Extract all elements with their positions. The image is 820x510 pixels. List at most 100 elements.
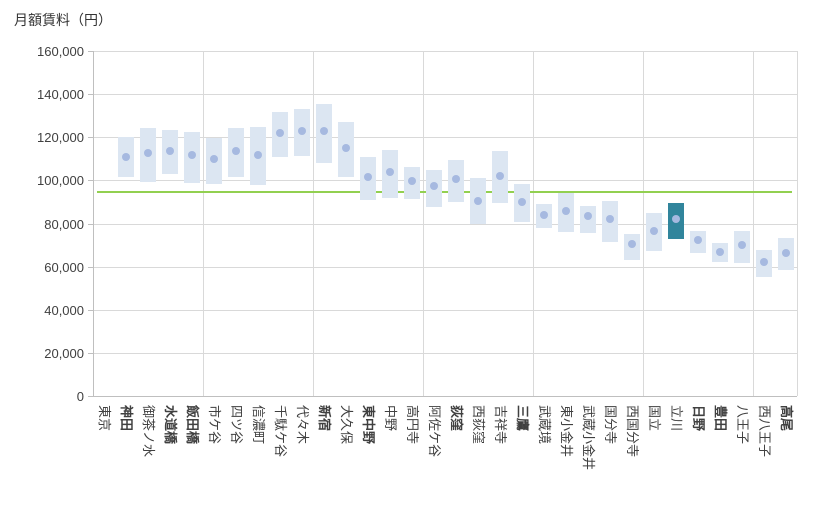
- x-axis-label: 四ツ谷: [228, 405, 244, 445]
- y-axis-label: 100,000: [37, 173, 84, 188]
- median-dot: [298, 127, 306, 135]
- x-axis-label: 高円寺: [404, 405, 420, 445]
- y-axis-label: 60,000: [44, 260, 84, 275]
- y-axis-tick: [88, 310, 93, 311]
- x-axis-label: 武蔵小金井: [580, 405, 596, 471]
- x-axis-label: 信濃町: [250, 405, 266, 445]
- y-axis-label: 20,000: [44, 346, 84, 361]
- x-axis-label: 高尾: [778, 405, 794, 432]
- median-dot: [474, 197, 482, 206]
- median-dot: [716, 247, 724, 256]
- y-gridline: [93, 353, 797, 354]
- x-axis-label: 中野: [382, 405, 398, 432]
- median-dot: [628, 240, 636, 249]
- y-axis-line: [93, 51, 94, 396]
- x-axis-label: 飯田橋: [184, 405, 200, 445]
- y-axis-tick: [88, 180, 93, 181]
- x-axis-label: 日野: [690, 405, 706, 432]
- y-gridline: [93, 180, 797, 181]
- x-gridline: [533, 51, 534, 396]
- x-axis-label: 八王子: [734, 405, 750, 445]
- x-gridline: [203, 51, 204, 396]
- plot-right-border: [797, 51, 798, 396]
- median-dot: [188, 151, 196, 160]
- median-dot: [144, 148, 152, 157]
- x-axis-label: 武蔵境: [536, 405, 552, 445]
- y-gridline: [93, 267, 797, 268]
- y-axis-tick: [88, 267, 93, 268]
- y-axis-label: 80,000: [44, 217, 84, 232]
- median-dot: [408, 177, 416, 185]
- y-axis-tick: [88, 51, 93, 52]
- median-dot: [760, 257, 768, 266]
- y-gridline: [93, 310, 797, 311]
- median-dot: [320, 126, 328, 135]
- y-axis-tick: [88, 396, 93, 397]
- y-gridline: [93, 137, 797, 138]
- median-dot: [672, 214, 680, 223]
- x-axis-label: 東中野: [360, 405, 376, 445]
- median-dot: [210, 155, 218, 163]
- median-dot: [232, 147, 240, 156]
- x-axis-label: 阿佐ケ谷: [426, 405, 442, 458]
- median-dot: [496, 172, 504, 181]
- y-axis-label: 40,000: [44, 303, 84, 318]
- y-axis-label: 120,000: [37, 130, 84, 145]
- y-gridline: [93, 224, 797, 225]
- x-axis-label: 国立: [646, 405, 662, 432]
- median-dot: [364, 172, 372, 181]
- reference-line: [97, 191, 792, 194]
- median-dot: [430, 182, 438, 191]
- x-axis-label: 御茶ノ水: [140, 405, 156, 458]
- median-dot: [694, 236, 702, 245]
- x-axis-label: 西八王子: [756, 405, 772, 458]
- median-dot: [738, 241, 746, 250]
- median-dot: [342, 143, 350, 152]
- x-axis-label: 市ケ谷: [206, 405, 222, 445]
- median-dot: [782, 248, 790, 257]
- x-axis-label: 千駄ケ谷: [272, 405, 288, 458]
- x-axis-label: 豊田: [712, 405, 728, 432]
- x-axis-label: 立川: [668, 405, 684, 432]
- median-dot: [540, 210, 548, 219]
- x-gridline: [313, 51, 314, 396]
- x-axis-label: 国分寺: [602, 405, 618, 445]
- median-dot: [650, 226, 658, 235]
- x-axis-label: 東小金井: [558, 405, 574, 458]
- x-axis-label: 神田: [118, 405, 134, 432]
- median-dot: [584, 212, 592, 221]
- median-dot: [606, 215, 614, 224]
- median-dot: [276, 129, 284, 138]
- median-dot: [254, 151, 262, 160]
- chart-title: 月額賃料（円）: [14, 12, 112, 28]
- x-axis-label: 代々木: [294, 405, 310, 445]
- y-axis-label: 140,000: [37, 87, 84, 102]
- median-dot: [386, 168, 394, 177]
- y-axis-tick: [88, 353, 93, 354]
- y-gridline: [93, 396, 797, 397]
- y-axis-tick: [88, 137, 93, 138]
- y-gridline: [93, 94, 797, 95]
- y-axis-tick: [88, 224, 93, 225]
- y-axis-label: 160,000: [37, 44, 84, 59]
- x-axis-label: 新宿: [316, 405, 332, 432]
- x-gridline: [753, 51, 754, 396]
- x-axis-label: 荻窪: [448, 405, 464, 432]
- x-axis-label: 西荻窪: [470, 405, 486, 445]
- median-dot: [452, 174, 460, 183]
- median-dot: [562, 206, 570, 215]
- x-axis-label: 三鷹: [514, 405, 530, 432]
- y-gridline: [93, 51, 797, 52]
- x-gridline: [643, 51, 644, 396]
- x-gridline: [423, 51, 424, 396]
- x-axis-label: 吉祥寺: [492, 405, 508, 445]
- median-dot: [518, 198, 526, 207]
- y-axis-label: 0: [76, 389, 84, 404]
- median-dot: [166, 147, 174, 156]
- x-axis-label: 東京: [96, 405, 112, 432]
- x-axis-label: 大久保: [338, 405, 354, 445]
- y-axis-tick: [88, 94, 93, 95]
- x-axis-label: 水道橋: [162, 405, 178, 445]
- median-dot: [122, 152, 130, 161]
